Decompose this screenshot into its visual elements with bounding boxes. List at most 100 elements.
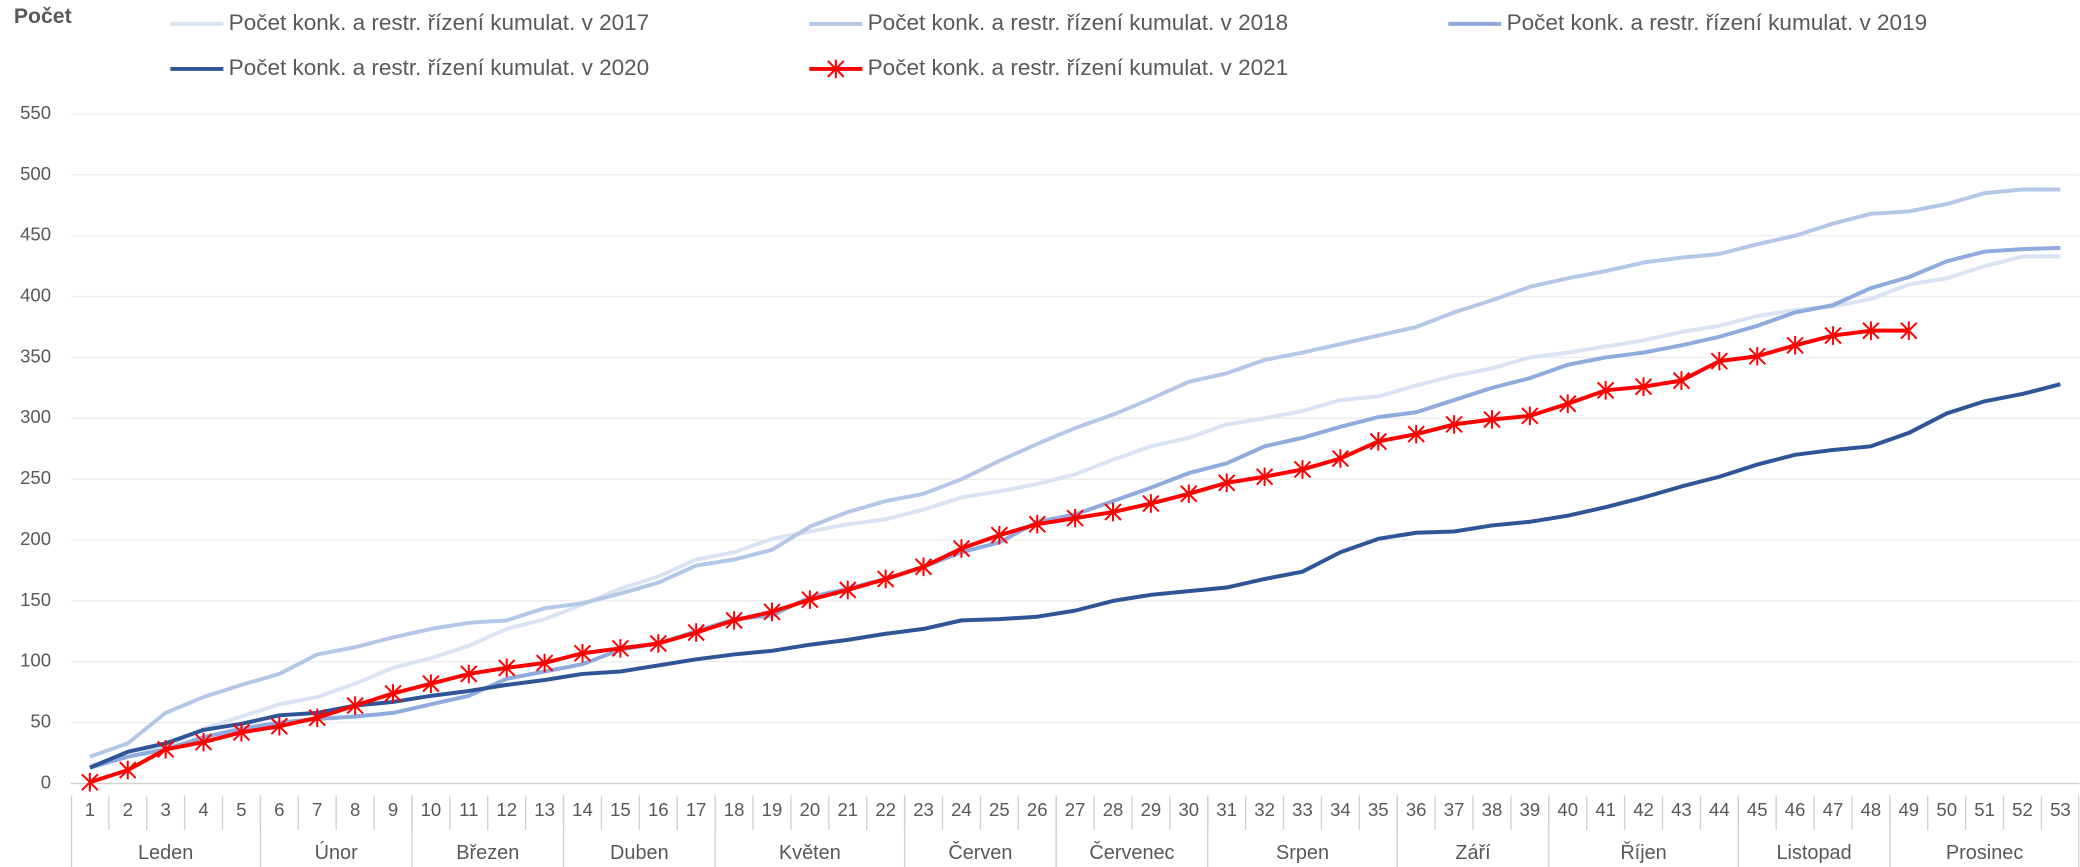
x-tick-label: 12 bbox=[496, 799, 517, 820]
x-group-label: Duben bbox=[610, 842, 669, 864]
x-tick-label: 52 bbox=[2012, 799, 2033, 820]
x-group-label: Říjen bbox=[1620, 841, 1666, 864]
x-tick-label: 31 bbox=[1216, 799, 1237, 820]
marker bbox=[1483, 410, 1501, 429]
x-tick-label: 47 bbox=[1823, 799, 1844, 820]
marker bbox=[1028, 514, 1046, 534]
x-group-label: Listopad bbox=[1776, 842, 1851, 864]
x-tick-label: 14 bbox=[572, 799, 593, 820]
marker bbox=[1786, 336, 1804, 355]
x-tick-label: 34 bbox=[1330, 799, 1351, 820]
x-group-label: Únor bbox=[315, 841, 358, 864]
x-tick-label: 26 bbox=[1027, 799, 1048, 820]
x-tick-label: 39 bbox=[1520, 799, 1541, 820]
marker bbox=[1597, 381, 1615, 400]
x-tick-label: 45 bbox=[1747, 799, 1768, 820]
marker bbox=[535, 653, 554, 673]
x-group-label: Květen bbox=[779, 842, 841, 864]
marker bbox=[1104, 502, 1122, 522]
marker bbox=[119, 760, 137, 780]
x-tick-label: 16 bbox=[648, 799, 669, 820]
marker bbox=[1521, 406, 1539, 426]
x-tick-label: 35 bbox=[1368, 799, 1389, 820]
x-tick-label: 44 bbox=[1709, 799, 1730, 820]
x-tick-label: 32 bbox=[1254, 799, 1275, 820]
marker bbox=[232, 723, 251, 742]
x-tick-label: 40 bbox=[1557, 799, 1578, 820]
x-group-label: Září bbox=[1455, 842, 1491, 864]
x-tick-label: 6 bbox=[274, 799, 284, 820]
marker bbox=[763, 602, 781, 622]
marker bbox=[687, 623, 705, 642]
x-tick-label: 24 bbox=[951, 799, 972, 820]
x-group-label: Srpen bbox=[1276, 842, 1329, 864]
series-line bbox=[89, 187, 2061, 759]
marker bbox=[649, 634, 667, 653]
x-tick-label: 38 bbox=[1482, 799, 1503, 820]
marker bbox=[1142, 494, 1160, 513]
x-tick-label: 4 bbox=[198, 799, 208, 820]
x-tick-label: 10 bbox=[421, 799, 442, 820]
marker bbox=[346, 696, 364, 715]
marker bbox=[81, 772, 99, 792]
y-tick-label: 0 bbox=[41, 771, 51, 792]
y-tick-label: 150 bbox=[20, 589, 51, 610]
y-tick-label: 100 bbox=[20, 650, 51, 671]
x-tick-label: 43 bbox=[1671, 799, 1692, 820]
y-tick-label: 350 bbox=[20, 345, 51, 366]
x-tick-label: 25 bbox=[989, 799, 1010, 820]
x-tick-label: 51 bbox=[1974, 799, 1995, 820]
marker bbox=[1331, 449, 1350, 468]
x-tick-label: 42 bbox=[1633, 799, 1654, 820]
y-tick-label: 400 bbox=[20, 284, 51, 305]
marker bbox=[157, 740, 175, 759]
x-tick-label: 21 bbox=[837, 799, 858, 820]
y-tick-label: 250 bbox=[20, 467, 51, 488]
x-tick-label: 7 bbox=[312, 799, 322, 820]
x-tick-label: 27 bbox=[1065, 799, 1086, 820]
marker bbox=[1445, 415, 1463, 434]
legend-marker bbox=[827, 59, 845, 79]
series-line bbox=[89, 245, 2061, 770]
x-tick-label: 28 bbox=[1103, 799, 1124, 820]
marker bbox=[270, 716, 288, 736]
x-tick-label: 19 bbox=[762, 799, 783, 820]
marker bbox=[914, 557, 933, 577]
x-tick-label: 33 bbox=[1292, 799, 1313, 820]
x-tick-label: 11 bbox=[459, 799, 478, 820]
marker bbox=[839, 580, 857, 600]
marker bbox=[877, 569, 895, 589]
x-tick-label: 13 bbox=[534, 799, 555, 820]
x-tick-label: 29 bbox=[1141, 799, 1162, 820]
legend-label: Počet konk. a restr. řízení kumulat. v 2… bbox=[229, 10, 650, 35]
x-group-label: Březen bbox=[456, 842, 519, 864]
marker bbox=[801, 590, 819, 609]
x-tick-label: 50 bbox=[1936, 799, 1957, 820]
y-tick-label: 200 bbox=[20, 528, 51, 549]
x-tick-label: 5 bbox=[236, 799, 246, 820]
marker bbox=[952, 539, 971, 558]
x-tick-label: 37 bbox=[1444, 799, 1465, 820]
x-tick-label: 53 bbox=[2050, 799, 2071, 820]
x-tick-label: 20 bbox=[800, 799, 821, 820]
marker bbox=[1748, 346, 1766, 366]
marker bbox=[1559, 394, 1577, 413]
marker bbox=[1066, 508, 1084, 528]
series-line bbox=[89, 382, 2061, 770]
y-tick-label: 550 bbox=[20, 102, 51, 123]
x-group-label: Červenec bbox=[1089, 841, 1174, 864]
x-tick-label: 30 bbox=[1178, 799, 1199, 820]
x-group-label: Prosinec bbox=[1946, 842, 2023, 864]
marker bbox=[990, 525, 1008, 545]
x-tick-label: 1 bbox=[85, 799, 95, 820]
x-tick-label: 22 bbox=[875, 799, 896, 820]
x-tick-label: 49 bbox=[1898, 799, 1919, 820]
marker bbox=[725, 611, 743, 630]
legend-label: Počet konk. a restr. řízení kumulat. v 2… bbox=[868, 55, 1289, 80]
marker bbox=[1824, 326, 1842, 345]
x-tick-label: 36 bbox=[1406, 799, 1427, 820]
x-tick-label: 15 bbox=[610, 799, 631, 820]
y-tick-label: 50 bbox=[30, 711, 51, 732]
x-tick-label: 18 bbox=[724, 799, 745, 820]
